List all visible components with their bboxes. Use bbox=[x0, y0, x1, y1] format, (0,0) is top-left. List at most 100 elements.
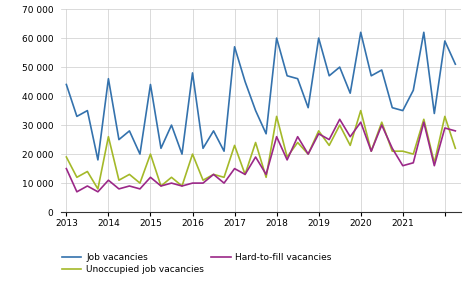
Hard-to-fill vacancies bbox=[431, 164, 437, 168]
Job vacancies bbox=[190, 71, 196, 75]
Job vacancies bbox=[379, 68, 384, 72]
Job vacancies bbox=[421, 31, 427, 34]
Hard-to-fill vacancies bbox=[284, 158, 290, 162]
Unoccupied job vacancies bbox=[116, 178, 122, 182]
Job vacancies bbox=[316, 36, 321, 40]
Job vacancies bbox=[126, 129, 132, 133]
Job vacancies bbox=[158, 146, 164, 150]
Hard-to-fill vacancies bbox=[179, 184, 185, 188]
Job vacancies bbox=[263, 132, 269, 136]
Unoccupied job vacancies bbox=[410, 152, 416, 156]
Job vacancies bbox=[232, 45, 237, 48]
Line: Hard-to-fill vacancies: Hard-to-fill vacancies bbox=[66, 119, 455, 192]
Hard-to-fill vacancies bbox=[421, 120, 427, 124]
Unoccupied job vacancies bbox=[326, 144, 332, 147]
Line: Job vacancies: Job vacancies bbox=[66, 32, 455, 160]
Unoccupied job vacancies bbox=[337, 123, 343, 127]
Job vacancies bbox=[169, 123, 174, 127]
Hard-to-fill vacancies bbox=[326, 138, 332, 142]
Unoccupied job vacancies bbox=[400, 149, 406, 153]
Job vacancies bbox=[431, 112, 437, 115]
Hard-to-fill vacancies bbox=[337, 118, 343, 121]
Hard-to-fill vacancies bbox=[347, 135, 353, 138]
Job vacancies bbox=[453, 62, 458, 66]
Hard-to-fill vacancies bbox=[106, 178, 111, 182]
Job vacancies bbox=[337, 65, 343, 69]
Unoccupied job vacancies bbox=[453, 146, 458, 150]
Hard-to-fill vacancies bbox=[211, 173, 216, 176]
Hard-to-fill vacancies bbox=[358, 120, 364, 124]
Job vacancies bbox=[326, 74, 332, 78]
Unoccupied job vacancies bbox=[148, 152, 153, 156]
Hard-to-fill vacancies bbox=[148, 175, 153, 179]
Job vacancies bbox=[442, 39, 447, 43]
Job vacancies bbox=[410, 88, 416, 92]
Hard-to-fill vacancies bbox=[158, 184, 164, 188]
Hard-to-fill vacancies bbox=[274, 135, 280, 138]
Hard-to-fill vacancies bbox=[169, 181, 174, 185]
Hard-to-fill vacancies bbox=[316, 132, 321, 136]
Job vacancies bbox=[179, 152, 185, 156]
Job vacancies bbox=[306, 106, 311, 109]
Hard-to-fill vacancies bbox=[263, 173, 269, 176]
Unoccupied job vacancies bbox=[274, 115, 280, 118]
Line: Unoccupied job vacancies: Unoccupied job vacancies bbox=[66, 111, 455, 189]
Job vacancies bbox=[358, 31, 364, 34]
Unoccupied job vacancies bbox=[169, 175, 174, 179]
Hard-to-fill vacancies bbox=[232, 167, 237, 170]
Hard-to-fill vacancies bbox=[253, 155, 258, 159]
Unoccupied job vacancies bbox=[74, 175, 80, 179]
Hard-to-fill vacancies bbox=[442, 126, 447, 130]
Job vacancies bbox=[95, 158, 101, 162]
Hard-to-fill vacancies bbox=[390, 146, 395, 150]
Hard-to-fill vacancies bbox=[85, 184, 90, 188]
Unoccupied job vacancies bbox=[390, 149, 395, 153]
Job vacancies bbox=[390, 106, 395, 109]
Hard-to-fill vacancies bbox=[400, 164, 406, 168]
Hard-to-fill vacancies bbox=[379, 123, 384, 127]
Job vacancies bbox=[368, 74, 374, 78]
Unoccupied job vacancies bbox=[347, 144, 353, 147]
Unoccupied job vacancies bbox=[442, 115, 447, 118]
Hard-to-fill vacancies bbox=[410, 161, 416, 165]
Job vacancies bbox=[274, 36, 280, 40]
Hard-to-fill vacancies bbox=[242, 173, 248, 176]
Hard-to-fill vacancies bbox=[126, 184, 132, 188]
Job vacancies bbox=[74, 115, 80, 118]
Unoccupied job vacancies bbox=[221, 175, 227, 179]
Job vacancies bbox=[63, 83, 69, 86]
Unoccupied job vacancies bbox=[179, 184, 185, 188]
Job vacancies bbox=[85, 109, 90, 112]
Unoccupied job vacancies bbox=[85, 170, 90, 173]
Unoccupied job vacancies bbox=[368, 149, 374, 153]
Unoccupied job vacancies bbox=[253, 141, 258, 144]
Unoccupied job vacancies bbox=[95, 187, 101, 191]
Unoccupied job vacancies bbox=[379, 120, 384, 124]
Hard-to-fill vacancies bbox=[221, 181, 227, 185]
Job vacancies bbox=[242, 80, 248, 83]
Hard-to-fill vacancies bbox=[295, 135, 300, 138]
Hard-to-fill vacancies bbox=[453, 129, 458, 133]
Unoccupied job vacancies bbox=[358, 109, 364, 112]
Job vacancies bbox=[148, 83, 153, 86]
Hard-to-fill vacancies bbox=[116, 187, 122, 191]
Hard-to-fill vacancies bbox=[368, 149, 374, 153]
Hard-to-fill vacancies bbox=[190, 181, 196, 185]
Hard-to-fill vacancies bbox=[74, 190, 80, 194]
Unoccupied job vacancies bbox=[232, 144, 237, 147]
Hard-to-fill vacancies bbox=[137, 187, 143, 191]
Unoccupied job vacancies bbox=[284, 155, 290, 159]
Job vacancies bbox=[284, 74, 290, 78]
Unoccupied job vacancies bbox=[242, 173, 248, 176]
Hard-to-fill vacancies bbox=[306, 152, 311, 156]
Unoccupied job vacancies bbox=[126, 173, 132, 176]
Job vacancies bbox=[106, 77, 111, 81]
Hard-to-fill vacancies bbox=[200, 181, 206, 185]
Job vacancies bbox=[221, 149, 227, 153]
Job vacancies bbox=[400, 109, 406, 112]
Unoccupied job vacancies bbox=[211, 173, 216, 176]
Hard-to-fill vacancies bbox=[63, 167, 69, 170]
Unoccupied job vacancies bbox=[316, 129, 321, 133]
Legend: Job vacancies, Unoccupied job vacancies, Hard-to-fill vacancies: Job vacancies, Unoccupied job vacancies,… bbox=[62, 253, 332, 274]
Unoccupied job vacancies bbox=[200, 178, 206, 182]
